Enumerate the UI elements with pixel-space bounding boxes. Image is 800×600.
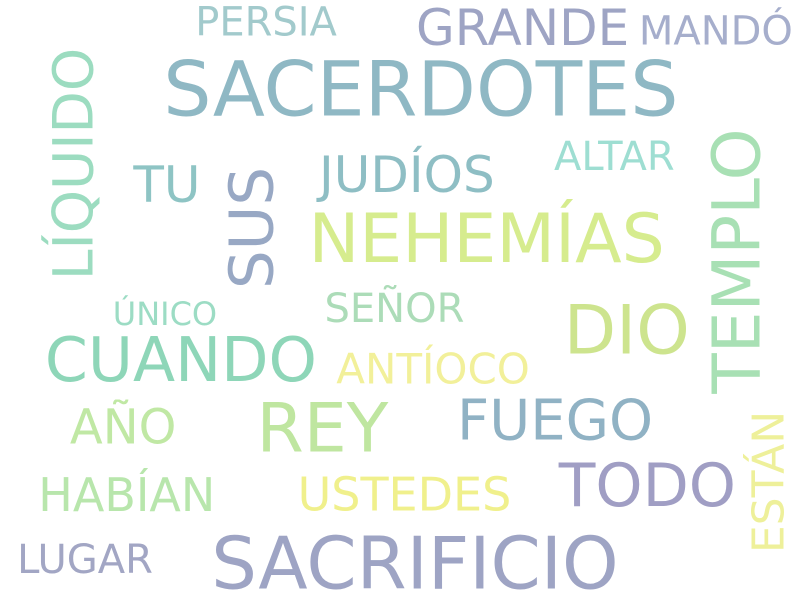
- word-sacerdotes: SACERDOTES: [163, 45, 679, 134]
- word-mando: MANDÓ: [638, 7, 793, 54]
- word-tu: TU: [132, 155, 201, 215]
- word-senor: SEÑOR: [323, 284, 464, 332]
- word-rey: REY: [255, 388, 388, 468]
- word-antioco: ANTÍOCO: [336, 344, 530, 394]
- word-unico: ÚNICO: [112, 295, 218, 333]
- word-altar: ALTAR: [553, 132, 675, 180]
- word-judios: JUDÍOS: [318, 145, 495, 205]
- word-ustedes: USTEDES: [297, 467, 511, 522]
- word-sacrificio: SACRIFICIO: [211, 521, 619, 600]
- word-nehemias: NEHEMÍAS: [307, 199, 665, 279]
- word-ano: AÑO: [69, 399, 177, 456]
- word-cuando: CUANDO: [44, 323, 317, 396]
- word-templo: TEMPLO: [698, 128, 776, 394]
- word-dio: DIO: [563, 290, 690, 370]
- word-todo: TODO: [558, 450, 736, 520]
- word-habian: HABÍAN: [38, 468, 216, 523]
- word-liquido: LÍQUIDO: [40, 47, 106, 281]
- word-fuego: FUEGO: [456, 387, 654, 453]
- word-grande: GRANDE: [415, 0, 629, 58]
- word-sus: SUS: [215, 166, 287, 290]
- word-estan: ESTÁN: [742, 410, 795, 554]
- word-persia: PERSIA: [195, 0, 337, 46]
- word-lugar: LUGAR: [17, 535, 153, 583]
